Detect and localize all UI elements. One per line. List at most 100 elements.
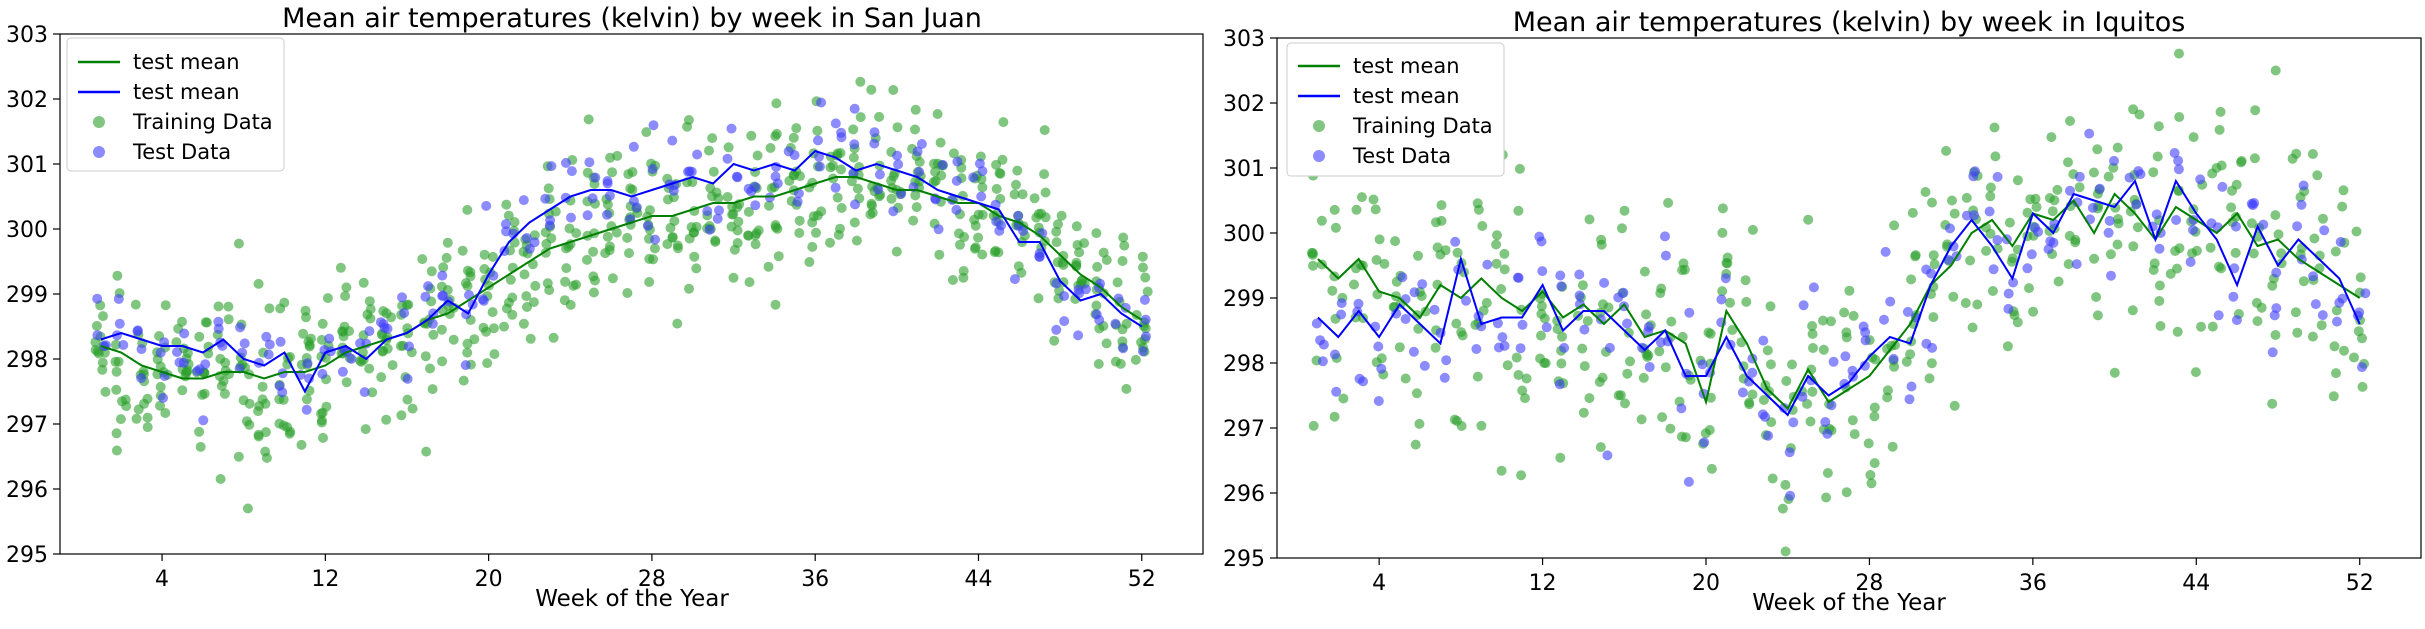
training-data-point <box>1579 361 1590 372</box>
test-data-point <box>792 196 803 207</box>
training-data-point <box>1777 503 1788 514</box>
training-data-point <box>381 414 392 425</box>
training-data-point <box>182 348 193 359</box>
training-data-point <box>1452 247 1463 258</box>
test-data-point <box>1499 340 1510 351</box>
y-tick-label: 296 <box>6 478 48 503</box>
training-data-point <box>2128 241 2139 252</box>
training-data-point <box>2338 185 2349 196</box>
training-data-point <box>2250 105 2261 116</box>
training-data-point <box>2103 171 2114 182</box>
training-data-point <box>458 375 469 386</box>
training-data-point <box>1841 487 1852 498</box>
training-data-point <box>519 269 530 280</box>
test-data-point <box>2188 225 2198 235</box>
training-data-point <box>253 406 264 417</box>
training-data-point <box>1499 248 1510 259</box>
training-data-point <box>2004 217 2015 228</box>
training-data-point <box>2270 330 2281 340</box>
training-data-point <box>378 306 389 317</box>
training-data-point <box>111 384 122 395</box>
training-data-point <box>648 254 659 265</box>
test-data-point <box>277 387 288 398</box>
training-data-point <box>1787 405 1798 415</box>
training-data-point <box>115 414 126 425</box>
training-data-point <box>866 84 877 95</box>
training-data-point <box>1413 250 1423 261</box>
test-data-point <box>2332 316 2342 327</box>
test-data-point <box>132 325 143 336</box>
training-data-point <box>672 240 683 251</box>
test-data-point <box>460 360 471 371</box>
training-data-point <box>1927 197 1937 208</box>
training-data-point <box>733 216 744 227</box>
test-data-point <box>2087 202 2098 213</box>
legend-test-data-marker <box>93 146 105 158</box>
y-tick-label: 296 <box>1223 482 1265 507</box>
training-data-point <box>257 394 268 405</box>
training-data-point <box>478 322 489 333</box>
training-data-point <box>604 241 615 252</box>
training-data-point <box>2252 316 2263 327</box>
test-data-point <box>2104 215 2115 226</box>
training-data-point <box>1137 251 1148 262</box>
training-data-point <box>1056 210 1067 221</box>
training-data-point <box>1901 356 1912 367</box>
training-data-point <box>2256 302 2267 313</box>
training-data-point <box>2154 280 2165 291</box>
training-data-point <box>100 386 111 397</box>
test-data-point <box>2151 209 2162 220</box>
training-data-point <box>2053 276 2064 287</box>
training-data-point <box>1473 204 1484 215</box>
training-data-point <box>1887 441 1898 452</box>
training-data-point <box>402 394 413 405</box>
training-data-point <box>977 182 988 193</box>
test-data-point <box>2003 288 2014 299</box>
training-data-point <box>2174 243 2185 254</box>
training-data-point <box>1436 215 1447 226</box>
test-data-point <box>1138 346 1148 357</box>
test-data-point <box>1757 409 1768 420</box>
test-data-point <box>2072 197 2083 208</box>
training-data-point <box>1091 228 1102 239</box>
test-data-point <box>714 205 724 216</box>
training-data-point <box>836 203 847 213</box>
test-data-point <box>1720 273 1731 284</box>
test-data-point <box>324 333 335 344</box>
y-tick-label: 298 <box>1223 352 1265 377</box>
training-data-point <box>1092 261 1103 272</box>
training-data-point <box>602 231 613 242</box>
training-data-point <box>442 237 453 248</box>
training-data-point <box>1866 478 1877 489</box>
training-data-point <box>689 251 700 262</box>
test-data-point <box>726 123 737 134</box>
test-data-point <box>2026 249 2037 260</box>
training-data-point <box>1040 187 1051 198</box>
training-data-point <box>503 297 514 308</box>
y-tick-label: 297 <box>1223 417 1265 442</box>
training-data-point <box>2089 253 2100 264</box>
training-data-point <box>420 351 431 362</box>
test-data-point <box>1517 319 1528 330</box>
legend-box <box>66 37 285 172</box>
training-data-point <box>1499 264 1510 275</box>
training-data-point <box>462 280 473 291</box>
training-data-point <box>1660 362 1671 373</box>
x-tick-label: 28 <box>638 567 666 592</box>
training-data-point <box>335 262 346 273</box>
test-data-point <box>1921 264 1932 275</box>
training-data-point <box>436 281 447 292</box>
x-tick-label: 44 <box>2182 571 2210 596</box>
training-data-point <box>489 349 500 360</box>
training-data-point <box>1941 145 1952 156</box>
training-data-point <box>888 85 899 95</box>
test-data-point <box>2206 218 2217 229</box>
test-data-point <box>1336 298 1347 309</box>
training-data-point <box>1514 163 1525 174</box>
training-data-point <box>2022 207 2033 218</box>
training-data-point <box>622 288 633 298</box>
x-axis-label: Week of the Year <box>1752 590 1946 616</box>
test-data-point <box>2074 171 2085 182</box>
training-data-point <box>1138 262 1148 273</box>
x-tick-label: 52 <box>1128 567 1156 592</box>
